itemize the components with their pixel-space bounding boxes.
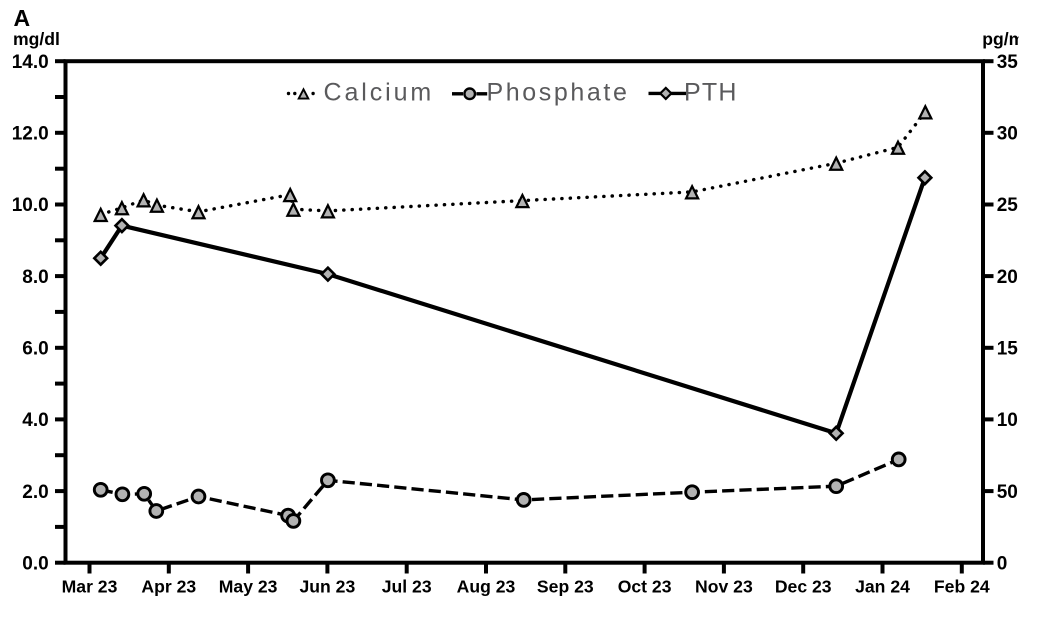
svg-text:8.0: 8.0: [22, 267, 48, 288]
svg-text:May 23: May 23: [219, 577, 278, 597]
svg-text:Sep 23: Sep 23: [537, 577, 594, 597]
svg-text:Feb 24: Feb 24: [934, 577, 990, 597]
svg-text:20: 20: [997, 267, 1018, 288]
svg-text:10: 10: [997, 410, 1018, 431]
svg-text:Apr 23: Apr 23: [141, 577, 196, 597]
svg-text:Mar 23: Mar 23: [62, 577, 118, 597]
svg-text:0.0: 0.0: [22, 553, 48, 574]
svg-text:PTH: PTH: [684, 78, 738, 106]
svg-text:A: A: [14, 5, 31, 31]
svg-text:Calcium: Calcium: [324, 78, 435, 106]
svg-text:35: 35: [997, 52, 1019, 73]
svg-text:12.0: 12.0: [12, 124, 49, 145]
svg-text:25: 25: [997, 195, 1019, 216]
svg-text:4.0: 4.0: [22, 410, 48, 431]
svg-text:14.0: 14.0: [12, 52, 49, 73]
svg-text:15: 15: [997, 339, 1019, 360]
svg-text:Phosphate: Phosphate: [487, 78, 630, 106]
svg-text:Oct 23: Oct 23: [618, 577, 672, 597]
svg-text:Jul 23: Jul 23: [382, 577, 432, 597]
svg-text:10.0: 10.0: [12, 195, 49, 216]
svg-text:0: 0: [997, 553, 1008, 574]
svg-text:Aug 23: Aug 23: [457, 577, 516, 597]
svg-text:Dec 23: Dec 23: [775, 577, 832, 597]
svg-text:30: 30: [997, 124, 1018, 145]
svg-text:mg/dl: mg/dl: [13, 29, 60, 49]
svg-text:50: 50: [997, 482, 1018, 503]
svg-text:Nov 23: Nov 23: [695, 577, 753, 597]
svg-text:Jun 23: Jun 23: [300, 577, 356, 597]
svg-text:6.0: 6.0: [22, 339, 48, 360]
svg-text:2.0: 2.0: [22, 482, 48, 503]
svg-text:pg/ml: pg/ml: [982, 29, 1029, 49]
svg-text:Jan 24: Jan 24: [855, 577, 910, 597]
